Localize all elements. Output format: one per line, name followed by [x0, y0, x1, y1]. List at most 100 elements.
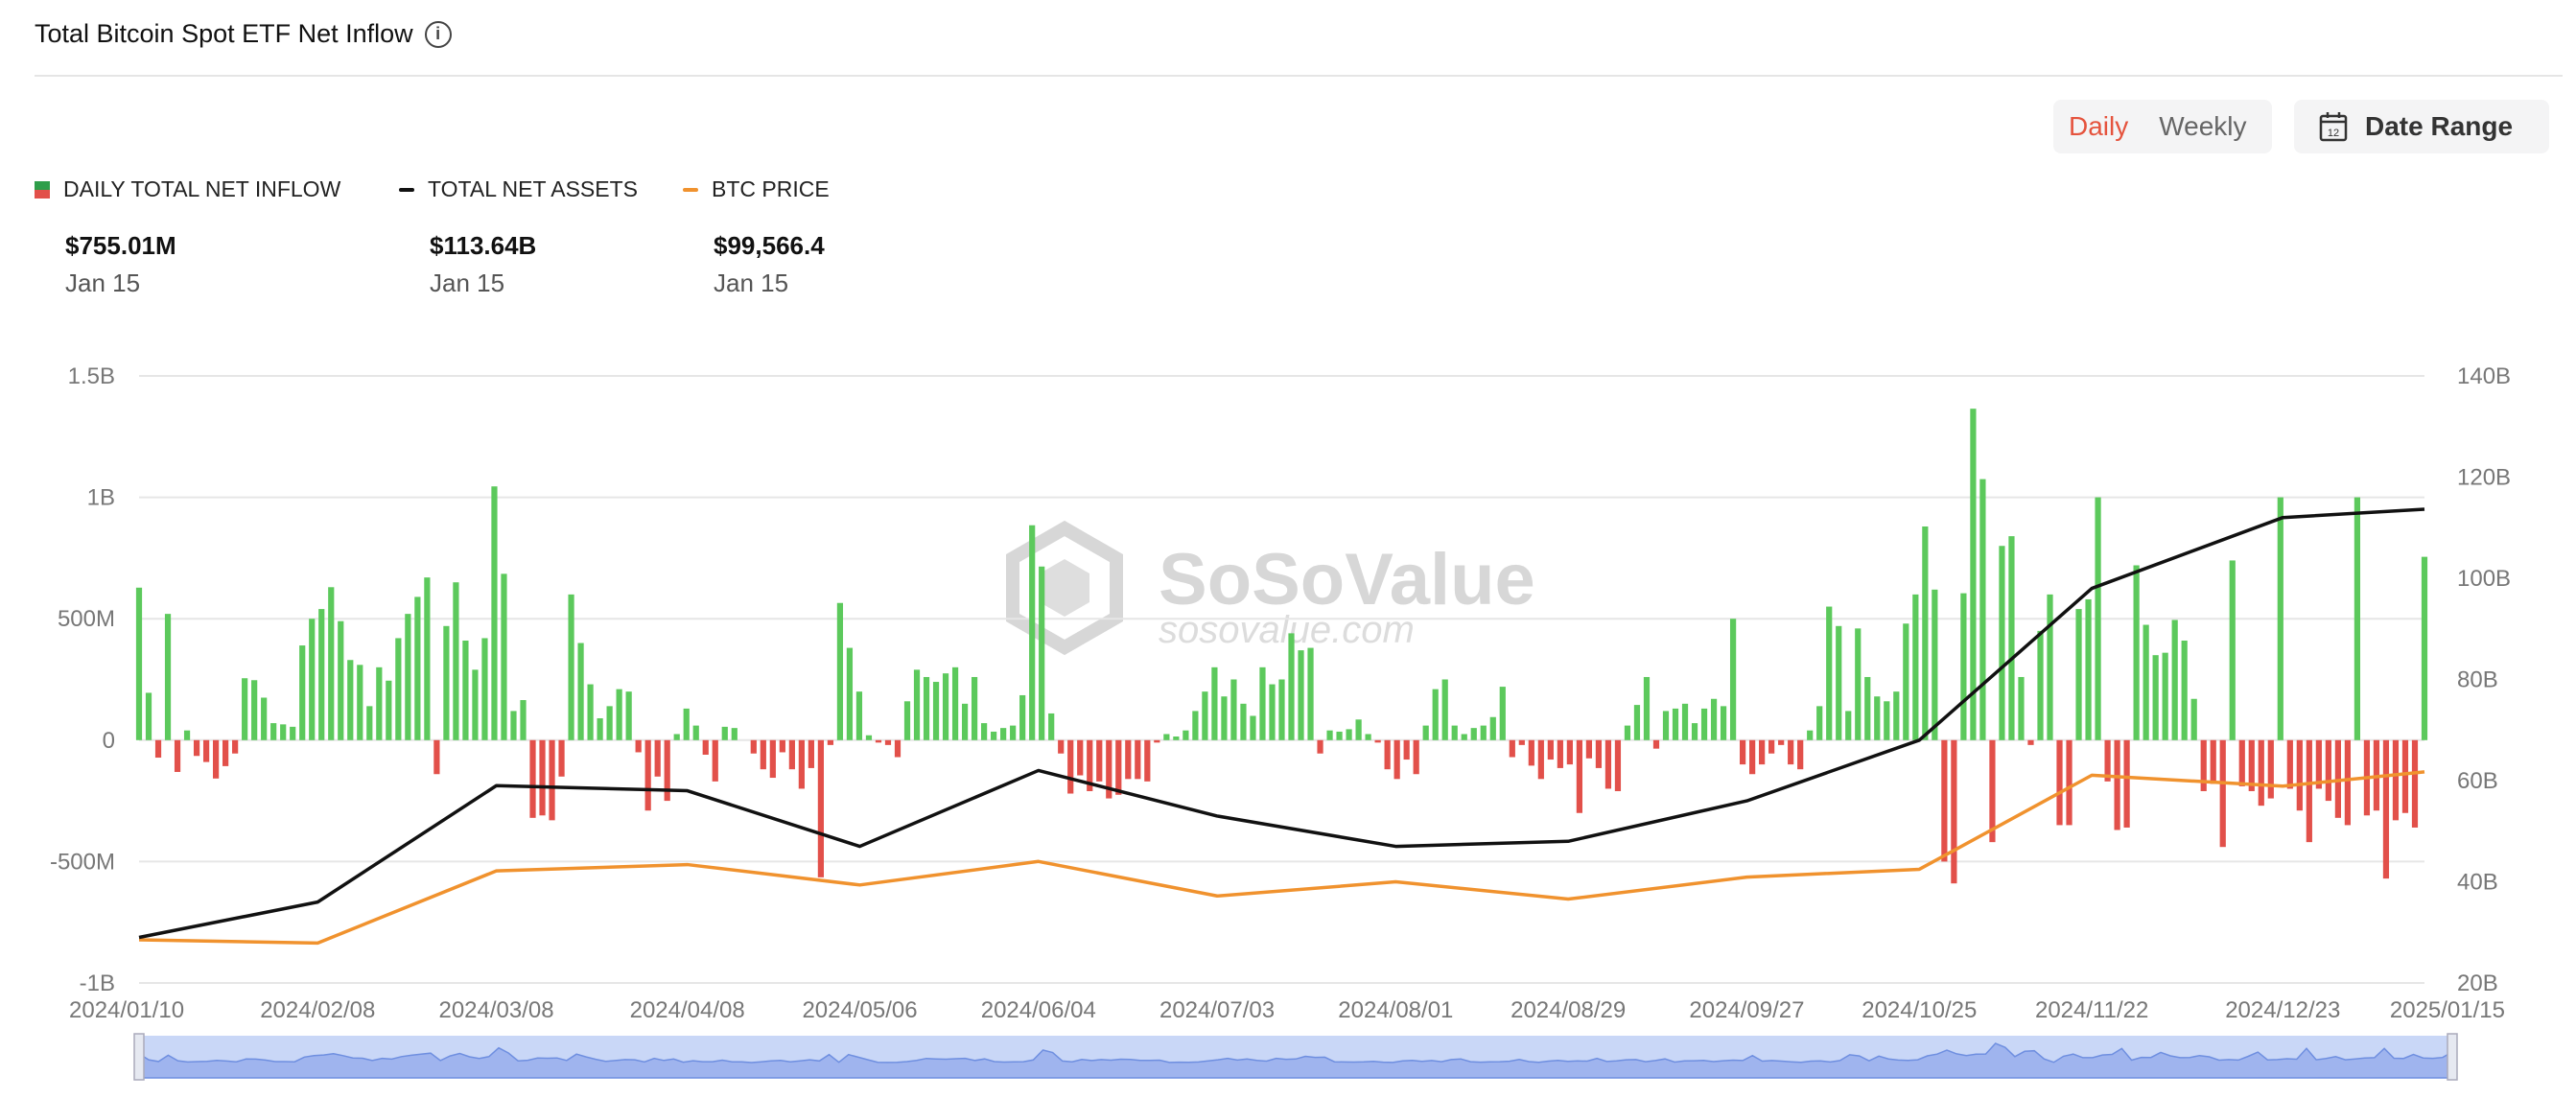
outflow-bar [2306, 739, 2312, 843]
legend-date: Jan 15 [65, 269, 141, 297]
outflow-bar [1989, 739, 1996, 843]
inflow-bar [2047, 594, 2053, 740]
inflow-bar [1250, 715, 1256, 740]
inflow-bar [616, 689, 622, 740]
inflow-bar [577, 643, 584, 740]
inflow-bar [481, 638, 488, 740]
outflow-bar [2296, 739, 2303, 811]
inflow-bar [1960, 593, 1967, 740]
header-divider [35, 75, 2563, 77]
outflow-bar [635, 739, 642, 753]
outflow-bar [1384, 739, 1391, 770]
inflow-bar [1192, 711, 1199, 740]
inflow-bar [1855, 628, 1862, 740]
outflow-bar [558, 739, 565, 777]
x-tick-label: 2024/04/08 [630, 997, 745, 1023]
legend-btc-price[interactable]: BTC PRICE $99,566.4 Jan 15 [683, 176, 830, 298]
inflow-bar [270, 723, 277, 740]
y-left-tick-label: 0 [103, 728, 115, 754]
outflow-bar [1740, 739, 1746, 765]
x-tick-label: 2024/03/08 [438, 997, 553, 1023]
btc-price-line [138, 770, 2425, 946]
outflow-bar [1374, 739, 1381, 743]
x-tick-label: 2024/08/29 [1510, 997, 1626, 1023]
inflow-bar [318, 609, 325, 740]
bar-legend-swatch [35, 180, 50, 199]
legend-net-assets[interactable]: TOTAL NET ASSETS $113.64B Jan 15 [399, 176, 638, 298]
y-right-tick-label: 140B [2457, 363, 2511, 389]
outflow-bar [1115, 739, 1122, 795]
inflow-bar [386, 680, 392, 740]
outflow-bar [193, 739, 200, 757]
navigator-right-handle [2447, 1033, 2458, 1081]
daily-button[interactable]: Daily [2069, 111, 2129, 141]
outflow-bar [2248, 739, 2255, 791]
outflow-bar [2325, 739, 2331, 802]
inflow-bar [1845, 711, 1852, 740]
inflow-bar [1298, 650, 1304, 740]
inflow-bar [721, 726, 728, 740]
outflow-bar [808, 739, 814, 768]
inflow-bar [1278, 679, 1285, 740]
legend-value: $113.64B [430, 231, 537, 260]
inflow-bar [568, 594, 574, 740]
inflow-bar [472, 669, 479, 740]
info-icon[interactable]: i [424, 20, 452, 48]
outflow-bar [1077, 739, 1084, 776]
legend-value: $99,566.4 [714, 231, 825, 260]
inflow-bar [328, 587, 335, 740]
y-right-tick-label: 40B [2457, 870, 2498, 896]
x-tick-label: 2024/02/08 [260, 997, 375, 1023]
inflow-bar [2229, 560, 2236, 740]
inflow-bar [1470, 728, 1477, 740]
inflow-bar [366, 706, 373, 740]
outflow-bar [174, 739, 181, 772]
inflow-bar [1029, 525, 1036, 740]
outflow-bar [1951, 739, 1957, 884]
inflow-bar [1903, 623, 1909, 740]
inflow-bar [1202, 691, 1208, 740]
inflow-bar [1039, 566, 1045, 740]
inflow-bar [520, 700, 527, 740]
inflow-bar [2354, 497, 2361, 740]
legend-date: Jan 15 [430, 269, 505, 297]
weekly-button[interactable]: Weekly [2159, 111, 2247, 141]
x-tick-label: 2024/10/25 [1862, 997, 1977, 1023]
inflow-bar [491, 486, 498, 740]
inflow-bar [1336, 731, 1343, 740]
inflow-bar [1019, 694, 1026, 740]
inflow-bar [1221, 696, 1228, 740]
outflow-bar [1058, 739, 1065, 754]
inflow-bar [836, 602, 844, 740]
x-tick-label: 2024/09/27 [1689, 997, 1804, 1023]
inflow-bar [1048, 713, 1055, 740]
inflow-bars [135, 409, 2428, 884]
inflow-bar [971, 676, 978, 740]
inflow-bar [443, 625, 450, 740]
inflow-bar [1499, 687, 1506, 740]
outflow-bar [222, 739, 229, 766]
range-navigator[interactable] [133, 1033, 2458, 1081]
inflow-bar [2190, 698, 2197, 740]
legend-net-inflow[interactable]: DAILY TOTAL NET INFLOW $755.01M Jan 15 [35, 176, 340, 298]
outflow-bar [1509, 739, 1515, 758]
outflow-bar [664, 739, 670, 802]
outflow-bar [1154, 739, 1160, 743]
inflow-bar [587, 684, 594, 740]
legend-label: TOTAL NET ASSETS [428, 176, 638, 201]
sosovalue-logo-icon [1006, 520, 1123, 656]
inflow-bar [1884, 701, 1890, 740]
period-toggle: Daily Weekly [2053, 100, 2272, 153]
axis-labels: -1B -500M 0 500M 1B 1.5B 20B 40B 60B 80B 100B 120B 1… [50, 363, 2511, 1023]
outflow-bar [779, 739, 785, 753]
outflow-bar [202, 739, 210, 762]
date-range-button[interactable]: 12 Date Range [2294, 100, 2549, 153]
inflow-bar [606, 706, 613, 740]
inflow-bar [1672, 708, 1679, 740]
x-tick-label: 2024/11/22 [2035, 997, 2148, 1023]
outflow-bar [2238, 739, 2245, 786]
inflow-bar [261, 697, 268, 740]
inflow-bar [1710, 698, 1718, 740]
inflow-bar [2421, 556, 2428, 740]
